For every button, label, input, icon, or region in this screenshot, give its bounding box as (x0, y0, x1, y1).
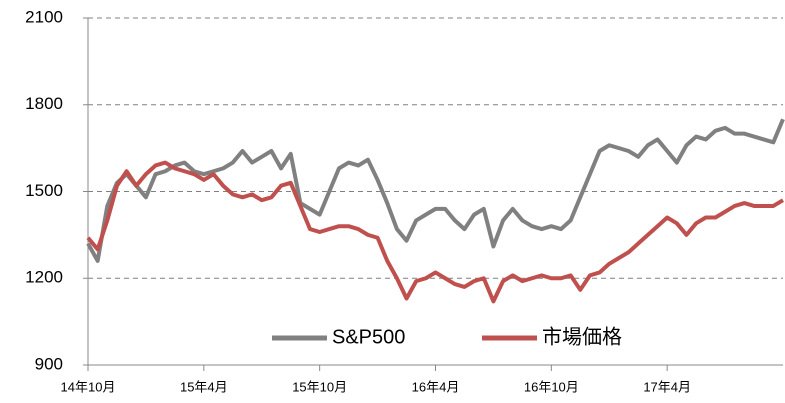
series-line (86, 160, 785, 304)
x-tick-label: 14年10月 (61, 379, 116, 394)
series-line (86, 118, 785, 263)
y-tick-label: 1500 (25, 181, 63, 200)
y-tick-label: 900 (35, 354, 63, 373)
x-tick-label: 16年10月 (524, 379, 579, 394)
legend-label: S&P500 (332, 326, 405, 348)
y-tick-label: 2100 (25, 7, 63, 26)
x-tick-label: 17年4月 (643, 379, 691, 394)
y-tick-label: 1200 (25, 268, 63, 287)
x-tick-label: 15年4月 (180, 379, 228, 394)
legend-label: 市場価格 (542, 325, 622, 348)
y-tick-label: 1800 (25, 94, 63, 113)
x-tick-label: 15年10月 (292, 379, 347, 394)
x-tick-label: 16年4月 (412, 379, 460, 394)
